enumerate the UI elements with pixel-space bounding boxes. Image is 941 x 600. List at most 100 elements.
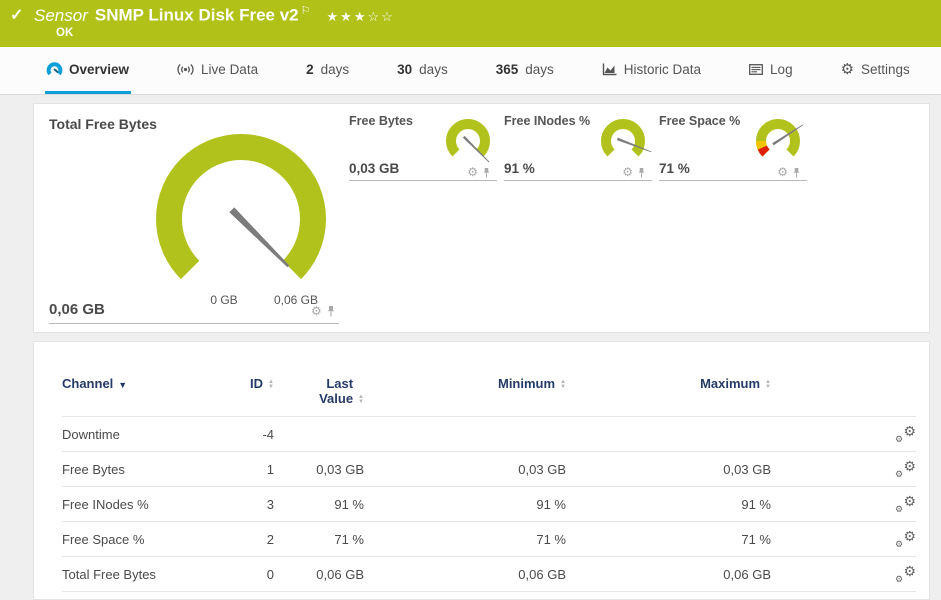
mini-gauge-actions: ⚙ [777,166,801,178]
tab-365-days[interactable]: 365 days [495,61,554,77]
divider [49,323,339,324]
mini-gauge [446,119,490,163]
sensor-status-badge: OK [56,27,74,39]
table-row-total-free-bytes: Total Free Bytes 0 0,06 GB 0,06 GB 0,06 … [62,556,916,592]
mini-gauge-needle [616,137,652,153]
table-row-free-bytes: Free Bytes 1 0,03 GB 0,03 GB 0,03 GB ⚙ ⚙ [62,451,916,487]
sort-icon[interactable]: ▲ ▼ [268,379,274,390]
channel-maximum [566,416,771,452]
channel-id: 0 [247,556,274,592]
pin-icon[interactable] [792,167,801,178]
priority-stars[interactable]: ★★★☆☆ [326,8,395,24]
flag-icon[interactable]: ⚐ [300,5,311,17]
channel-last-value: 0,03 GB [274,451,364,487]
column-header-id[interactable]: ID ▲ ▼ [250,376,274,391]
sort-icon[interactable]: ▲ ▼ [560,379,566,390]
gauges-panel: Total Free Bytes 0 GB 0,06 GB 0,06 GB ⚙ … [33,103,930,333]
column-header-channel[interactable]: Channel ▼ [62,376,128,391]
mini-gauge-free-bytes: Free Bytes 0,03 GB ⚙ [349,114,497,181]
main-gauge-actions: ⚙ [311,305,336,317]
mini-gauge-value: 0,03 GB [349,161,400,176]
mini-gauge [601,119,652,157]
sort-icon[interactable]: ▲ ▼ [358,394,364,405]
channel-last-value: 0,06 GB [274,556,364,592]
table-header-row: Channel ▼ ID ▲ ▼ Last Value ▲ ▼ Minimum ▲ ▼ Max… [62,376,916,417]
channel-settings-icon[interactable]: ⚙ ⚙ [895,422,916,444]
danger-segment [757,145,770,157]
log-icon [749,63,763,75]
historic-chart-icon [602,63,617,75]
mini-gauge-title: Free Space % [659,114,741,128]
status-ok-check-icon: ✓ [10,7,24,24]
gear-icon[interactable]: ⚙ [777,165,788,179]
channel-minimum: 0,03 GB [364,451,566,487]
mini-gauge-title: Free Bytes [349,114,413,128]
gear-icon[interactable]: ⚙ [622,165,633,179]
live-data-icon [177,63,194,75]
tab-2-days[interactable]: 2 days [306,61,350,77]
channel-minimum: 0,06 GB [364,556,566,592]
mini-gauge-needle [462,135,490,163]
sort-icon[interactable]: ▲ ▼ [765,379,771,390]
mini-gauge-actions: ⚙ [467,166,491,178]
channel-last-value: 71 % [274,521,364,557]
column-header-minimum[interactable]: Minimum ▲ ▼ [497,376,566,391]
channel-maximum: 0,03 GB [566,451,771,487]
gear-icon[interactable]: ⚙ [467,165,478,179]
table-row-downtime: Downtime -4 ⚙ ⚙ [62,416,916,452]
channel-name: Free Bytes [62,451,247,487]
tab-overview[interactable]: Overview [45,47,132,94]
tab-log[interactable]: Log [747,47,795,94]
table-row-free-inodes: Free INodes % 3 91 % 91 % 91 % ⚙ ⚙ [62,486,916,522]
main-gauge-scale-min: 0 GB [210,293,238,307]
channel-id: -4 [247,416,274,452]
mini-gauge-free-space: Free Space % 71 % ⚙ [659,114,807,181]
channel-maximum: 0,06 GB [566,556,771,592]
channel-name: Total Free Bytes [62,556,247,592]
channel-id: 3 [247,486,274,522]
channel-settings-icon[interactable]: ⚙ ⚙ [895,527,916,549]
column-header-last-value[interactable]: Last Value ▲ ▼ [319,376,364,406]
main-gauge-scale-max: 0,06 GB [273,293,319,307]
mini-gauge-value: 91 % [504,161,535,176]
channel-last-value [274,416,364,452]
channel-id: 1 [247,451,274,487]
sensor-title: SNMP Linux Disk Free v2 [94,5,299,25]
column-header-settings [771,376,916,417]
channel-settings-icon[interactable]: ⚙ ⚙ [895,562,916,584]
object-type-label: Sensor [34,5,88,25]
sort-desc-icon[interactable]: ▼ [118,380,128,390]
table-row-free-space: Free Space % 2 71 % 71 % 71 % ⚙ ⚙ [62,521,916,557]
channel-minimum: 91 % [364,486,566,522]
gauge-icon [46,61,63,75]
main-gauge-title: Total Free Bytes [49,116,157,132]
tab-bar: Overview Live Data 2 days 30 days 365 da… [0,47,941,95]
channel-minimum: 71 % [364,521,566,557]
tab-settings[interactable]: ⚙ Settings [840,60,910,78]
channel-settings-icon[interactable]: ⚙ ⚙ [895,457,916,479]
column-header-maximum[interactable]: Maximum ▲ ▼ [700,376,771,391]
pin-icon[interactable] [637,167,646,178]
sensor-header: ✓ Sensor SNMP Linux Disk Free v2 ⚐ ★★★☆☆ OK [0,0,941,47]
channel-name: Downtime [62,416,247,452]
settings-gear-icon: ⚙ [840,60,855,78]
channel-settings-icon[interactable]: ⚙ ⚙ [895,492,916,514]
mini-gauge-free-inodes: Free INodes % 91 % ⚙ [504,114,652,181]
gear-icon[interactable]: ⚙ [311,304,322,318]
main-gauge-value: 0,06 GB [49,301,105,318]
channels-panel: Channel ▼ ID ▲ ▼ Last Value ▲ ▼ Minimum ▲ ▼ Max… [33,341,930,600]
pin-icon[interactable] [326,305,336,317]
tab-30-days[interactable]: 30 days [397,61,448,77]
mini-gauge-value: 71 % [659,161,690,176]
channel-id: 2 [247,521,274,557]
mini-gauge [756,119,804,157]
pin-icon[interactable] [482,167,491,178]
tab-historic-data[interactable]: Historic Data [600,47,703,94]
channel-maximum: 71 % [566,521,771,557]
channel-name: Free Space % [62,521,247,557]
mini-gauge-title: Free INodes % [504,114,591,128]
tab-live-data[interactable]: Live Data [175,47,260,94]
channel-name: Free INodes % [62,486,247,522]
main-gauge-needle [229,207,290,268]
channel-maximum: 91 % [566,486,771,522]
